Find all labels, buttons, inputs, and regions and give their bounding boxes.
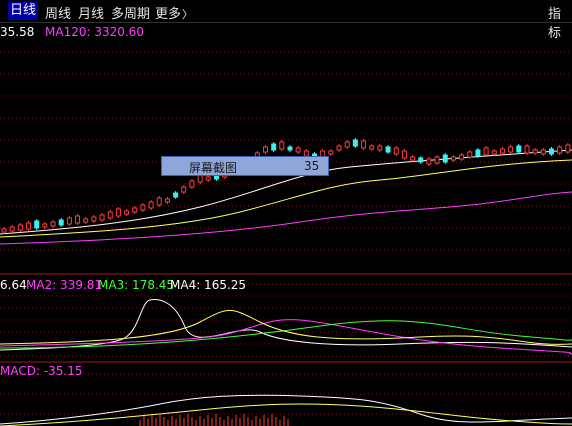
indicator-button[interactable]: 指标 <box>548 7 562 41</box>
candlestick <box>565 144 571 153</box>
screenshot-value: 35 <box>304 159 320 173</box>
tab-weekly[interactable]: 周线 <box>45 7 72 22</box>
candlestick <box>173 192 179 198</box>
vol-ma-magenta <box>0 319 572 355</box>
candlestick <box>66 217 72 225</box>
candlestick <box>91 216 97 222</box>
ma-value-label: 35.58 <box>0 25 35 39</box>
vol-ma2-label: MA2: 339.81 <box>26 278 103 292</box>
candlestick <box>516 145 522 153</box>
candlestick <box>361 140 367 149</box>
candlestick <box>1 228 7 233</box>
candlestick <box>140 204 146 211</box>
candlestick <box>557 146 563 154</box>
vol-ma1-label: 6.64 <box>0 278 27 292</box>
candlestick <box>442 154 448 163</box>
candlestick <box>508 146 514 153</box>
chevron-right-icon: 〉 <box>182 8 194 21</box>
candlestick <box>393 147 399 155</box>
ma-line-yellow <box>0 159 572 238</box>
candlestick <box>124 210 130 215</box>
candlestick <box>75 215 81 224</box>
tab-more[interactable]: 更多〉 <box>155 3 193 22</box>
candlestick <box>426 158 432 165</box>
tab-more-label: 更多 <box>155 7 182 22</box>
candlestick <box>459 154 465 160</box>
vol-ma3-label: MA3: 178.45 <box>98 278 175 292</box>
candlestick <box>271 143 277 151</box>
kline-chart-area[interactable] <box>0 22 572 426</box>
macd-dif-line <box>0 394 572 425</box>
candlestick <box>26 222 32 230</box>
candlestick <box>107 211 113 219</box>
candlestick <box>115 208 121 217</box>
candlestick <box>148 201 154 209</box>
candlestick <box>17 224 23 231</box>
candlestick <box>328 150 334 155</box>
vol-ma-yellow <box>0 309 572 345</box>
candlestick <box>83 218 89 223</box>
candlestick <box>279 141 285 150</box>
candlestick <box>401 150 407 159</box>
candlestick <box>336 145 342 151</box>
candlestick <box>99 214 105 221</box>
candlestick <box>189 180 195 188</box>
ma120-label: MA120: 3320.60 <box>45 25 144 39</box>
candlestick <box>467 151 473 158</box>
tab-monthly[interactable]: 月线 <box>78 7 105 22</box>
candlestick <box>369 145 375 150</box>
candlestick <box>532 149 538 154</box>
candlestick <box>58 219 64 226</box>
candlestick <box>385 146 391 153</box>
candlestick <box>9 226 15 232</box>
candlestick <box>475 149 481 157</box>
candlestick <box>450 156 456 161</box>
screenshot-title: 屏幕截图 <box>189 161 238 175</box>
candlestick <box>295 147 301 153</box>
candlestick <box>548 148 554 155</box>
candlestick <box>377 145 383 151</box>
candlestick <box>491 150 497 155</box>
candlestick <box>287 146 293 151</box>
candlestick <box>205 176 211 181</box>
vol-ma-green <box>0 320 572 349</box>
candlestick <box>132 207 138 213</box>
candlestick <box>434 156 440 164</box>
candlestick <box>50 221 56 227</box>
candlestick <box>483 147 489 156</box>
candlestick <box>352 139 358 147</box>
candlestick <box>34 220 40 229</box>
screenshot-overlay[interactable]: 屏幕截图 35 <box>161 156 329 176</box>
candlestick <box>42 223 48 228</box>
candlestick <box>344 141 350 148</box>
candlestick <box>181 186 187 193</box>
tab-daily[interactable]: 日线 <box>8 2 39 20</box>
candlestick <box>164 198 170 203</box>
macd-dea-line <box>0 403 572 426</box>
period-tab-bar: 日线 周线 月线 多周期 更多〉 指标 <box>0 0 572 41</box>
candlestick <box>197 174 203 183</box>
macd-label: MACD: -35.15 <box>0 364 83 378</box>
vol-ma-white <box>0 299 572 351</box>
tab-multi-period[interactable]: 多周期 <box>111 7 151 22</box>
candlestick <box>540 149 546 155</box>
candlestick <box>499 148 505 154</box>
candlestick <box>156 197 162 206</box>
candlestick <box>418 157 424 163</box>
candlestick <box>524 145 530 154</box>
candlestick <box>262 146 268 153</box>
vol-ma4-label: MA4: 165.25 <box>170 278 247 292</box>
ma120-line <box>0 191 572 245</box>
candlestick <box>410 156 416 161</box>
